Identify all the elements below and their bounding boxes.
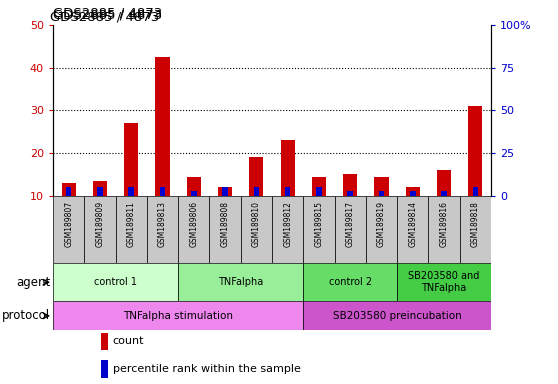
Bar <box>441 191 447 196</box>
Bar <box>101 360 108 378</box>
Bar <box>218 187 232 238</box>
Bar <box>460 196 491 263</box>
Text: GSM189815: GSM189815 <box>315 201 324 247</box>
Text: GSM189810: GSM189810 <box>252 201 261 247</box>
Text: count: count <box>113 336 145 346</box>
Text: control 1: control 1 <box>94 277 137 287</box>
Bar <box>187 177 201 238</box>
Bar <box>66 187 71 196</box>
Text: TNFalpha stimulation: TNFalpha stimulation <box>123 311 233 321</box>
Bar <box>429 196 460 263</box>
Text: GDS2885 / 4873: GDS2885 / 4873 <box>50 10 160 23</box>
Text: GDS2885 / 4873: GDS2885 / 4873 <box>53 8 162 21</box>
Bar <box>312 177 326 238</box>
Bar <box>222 187 228 196</box>
Bar <box>53 196 84 263</box>
Bar <box>53 263 178 301</box>
Bar <box>348 191 353 196</box>
Bar <box>281 140 295 238</box>
Bar <box>304 301 491 330</box>
Bar <box>406 187 420 238</box>
Bar <box>191 191 196 196</box>
Bar <box>468 106 483 238</box>
Text: SB203580 and
TNFalpha: SB203580 and TNFalpha <box>408 271 480 293</box>
Text: GSM189816: GSM189816 <box>440 201 449 247</box>
Bar <box>304 263 397 301</box>
Bar <box>473 187 478 196</box>
Text: SB203580 preincubation: SB203580 preincubation <box>333 311 461 321</box>
Text: GSM189813: GSM189813 <box>158 201 167 247</box>
Bar <box>84 196 116 263</box>
Text: agent: agent <box>16 276 50 289</box>
Bar <box>240 196 272 263</box>
Bar <box>253 187 259 196</box>
Bar <box>379 191 384 196</box>
Bar <box>285 187 291 196</box>
Bar <box>397 263 491 301</box>
Bar <box>116 196 147 263</box>
Text: control 2: control 2 <box>329 277 372 287</box>
Text: GSM189814: GSM189814 <box>408 201 417 247</box>
Text: GSM189807: GSM189807 <box>64 201 73 247</box>
Bar <box>437 170 451 238</box>
Text: GSM189819: GSM189819 <box>377 201 386 247</box>
Bar <box>410 191 416 196</box>
Bar <box>316 187 322 196</box>
Bar <box>397 196 429 263</box>
Bar <box>343 174 357 238</box>
Bar <box>128 187 134 196</box>
Bar <box>209 196 240 263</box>
Bar <box>249 157 263 238</box>
Bar <box>124 123 138 238</box>
Text: GSM189812: GSM189812 <box>283 201 292 247</box>
Bar <box>366 196 397 263</box>
Text: GSM189817: GSM189817 <box>346 201 355 247</box>
Text: percentile rank within the sample: percentile rank within the sample <box>113 364 301 374</box>
Text: GSM189808: GSM189808 <box>220 201 229 247</box>
Bar <box>156 57 170 238</box>
Text: protocol: protocol <box>2 310 50 322</box>
Bar <box>93 181 107 238</box>
Bar <box>304 196 335 263</box>
Bar <box>178 196 209 263</box>
Bar <box>61 183 76 238</box>
Text: GSM189809: GSM189809 <box>95 201 104 247</box>
Bar <box>374 177 388 238</box>
Bar <box>101 333 108 350</box>
Bar <box>178 263 304 301</box>
Text: GSM189811: GSM189811 <box>127 201 136 247</box>
Bar <box>160 187 165 196</box>
Text: TNFalpha: TNFalpha <box>218 277 263 287</box>
Bar <box>147 196 178 263</box>
Text: GSM189806: GSM189806 <box>189 201 198 247</box>
Text: GDS2885 / 4873: GDS2885 / 4873 <box>53 7 162 20</box>
Bar <box>53 301 304 330</box>
Bar <box>335 196 366 263</box>
Text: GSM189818: GSM189818 <box>471 201 480 247</box>
Bar <box>272 196 304 263</box>
Bar <box>97 187 103 196</box>
